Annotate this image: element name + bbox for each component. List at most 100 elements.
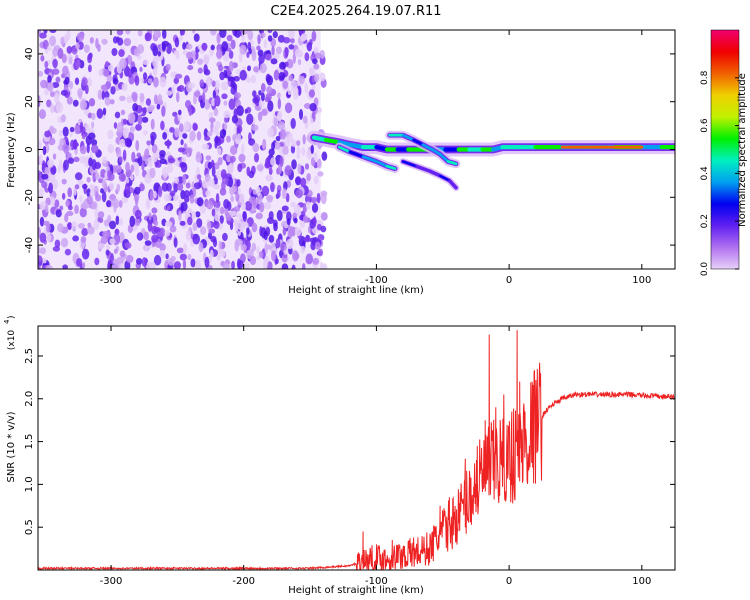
noise-cell [74, 77, 80, 86]
noise-cell [236, 105, 244, 117]
noise-cell [124, 242, 132, 249]
noise-cell [303, 103, 312, 110]
noise-cell [279, 61, 286, 70]
noise-cell [230, 86, 237, 95]
noise-cell [109, 99, 115, 105]
noise-cell [215, 121, 221, 130]
noise-cell [217, 156, 223, 166]
noise-cell [211, 80, 216, 87]
noise-cell [108, 182, 115, 191]
noise-cell [219, 206, 225, 215]
noise-cell [256, 164, 264, 172]
noise-cell [236, 179, 241, 187]
noise-cell [79, 195, 83, 203]
noise-cell [177, 147, 185, 153]
noise-cell [114, 228, 119, 236]
noise-cell [296, 146, 301, 157]
noise-cell [233, 108, 238, 118]
noise-cell [247, 41, 252, 51]
noise-cell [270, 58, 278, 65]
noise-cell [274, 141, 281, 150]
noise-cell [202, 180, 210, 189]
noise-cell [313, 175, 319, 185]
noise-cell [86, 142, 90, 154]
noise-cell [174, 37, 180, 48]
noise-cell [211, 98, 216, 107]
noise-cell [157, 94, 163, 103]
noise-cell [213, 220, 220, 229]
noise-cell [97, 43, 101, 52]
noise-cell [209, 249, 214, 260]
snr-x-label: Height of straight line (km) [288, 585, 424, 596]
noise-cell [169, 126, 175, 133]
noise-cell [219, 187, 227, 196]
noise-cell [61, 53, 67, 64]
noise-cell [228, 50, 234, 59]
noise-cell [50, 165, 57, 176]
lower-branch-segment [337, 145, 352, 154]
noise-cell [44, 88, 49, 96]
noise-cell [72, 142, 79, 148]
noise-cell [210, 235, 217, 243]
noise-cell [258, 99, 265, 108]
noise-cell [176, 247, 184, 254]
snr-x-tick-label: -100 [365, 576, 388, 587]
noise-cell [250, 75, 257, 84]
noise-cell [207, 221, 212, 231]
noise-cell [91, 203, 96, 210]
noise-cell [132, 102, 139, 112]
noise-cell [135, 123, 142, 131]
noise-cell [55, 76, 61, 83]
noise-cell [134, 209, 142, 220]
noise-cell [311, 84, 316, 92]
noise-cell [95, 171, 100, 180]
noise-cell [125, 30, 131, 35]
snr-scale-close: ) [7, 315, 17, 319]
noise-cell [38, 188, 44, 198]
spectrogram-x-tick-label: -200 [232, 275, 255, 286]
noise-cell [139, 183, 145, 192]
noise-cell [259, 226, 263, 237]
spectrogram-x-tick-label: -100 [365, 275, 388, 286]
snr-scale-exponent: 4 [3, 319, 11, 324]
noise-cell [57, 47, 64, 59]
noise-cell [44, 60, 49, 69]
noise-cell [221, 180, 226, 191]
noise-cell [185, 229, 192, 241]
noise-cell [127, 68, 133, 78]
noise-cell [38, 154, 43, 166]
noise-cell [150, 43, 157, 52]
noise-cell [38, 245, 41, 255]
noise-cell [161, 42, 166, 52]
noise-cell [144, 173, 152, 184]
noise-cell [189, 130, 196, 142]
noise-cell [257, 34, 261, 45]
noise-cell [251, 242, 257, 252]
noise-cell [230, 195, 235, 203]
noise-cell [51, 82, 60, 88]
noise-cell [148, 212, 152, 221]
noise-cell [161, 105, 166, 117]
tail-branch-segment [428, 169, 442, 177]
noise-cell [57, 223, 64, 233]
noise-cell [159, 76, 167, 88]
noise-cell [77, 179, 84, 186]
noise-cell [135, 257, 143, 265]
noise-cell [62, 126, 69, 137]
noise-cell [80, 236, 87, 243]
noise-cell [111, 47, 118, 57]
snr-y-tick-label: 0.5 [24, 519, 35, 535]
colorbar: 0.0 0.2 0.4 0.6 0.8 Normalized spectral ampl… [700, 29, 748, 276]
noise-cell [111, 264, 116, 269]
noise-cell [183, 195, 190, 203]
noise-cell [38, 109, 46, 120]
noise-cell [277, 92, 281, 99]
noise-cell [64, 248, 72, 256]
noise-cell [235, 238, 243, 246]
noise-cell [196, 218, 203, 228]
lower-branch-segment [385, 164, 397, 170]
noise-cell [309, 103, 317, 112]
noise-cell [242, 211, 247, 222]
noise-cell [205, 54, 210, 61]
